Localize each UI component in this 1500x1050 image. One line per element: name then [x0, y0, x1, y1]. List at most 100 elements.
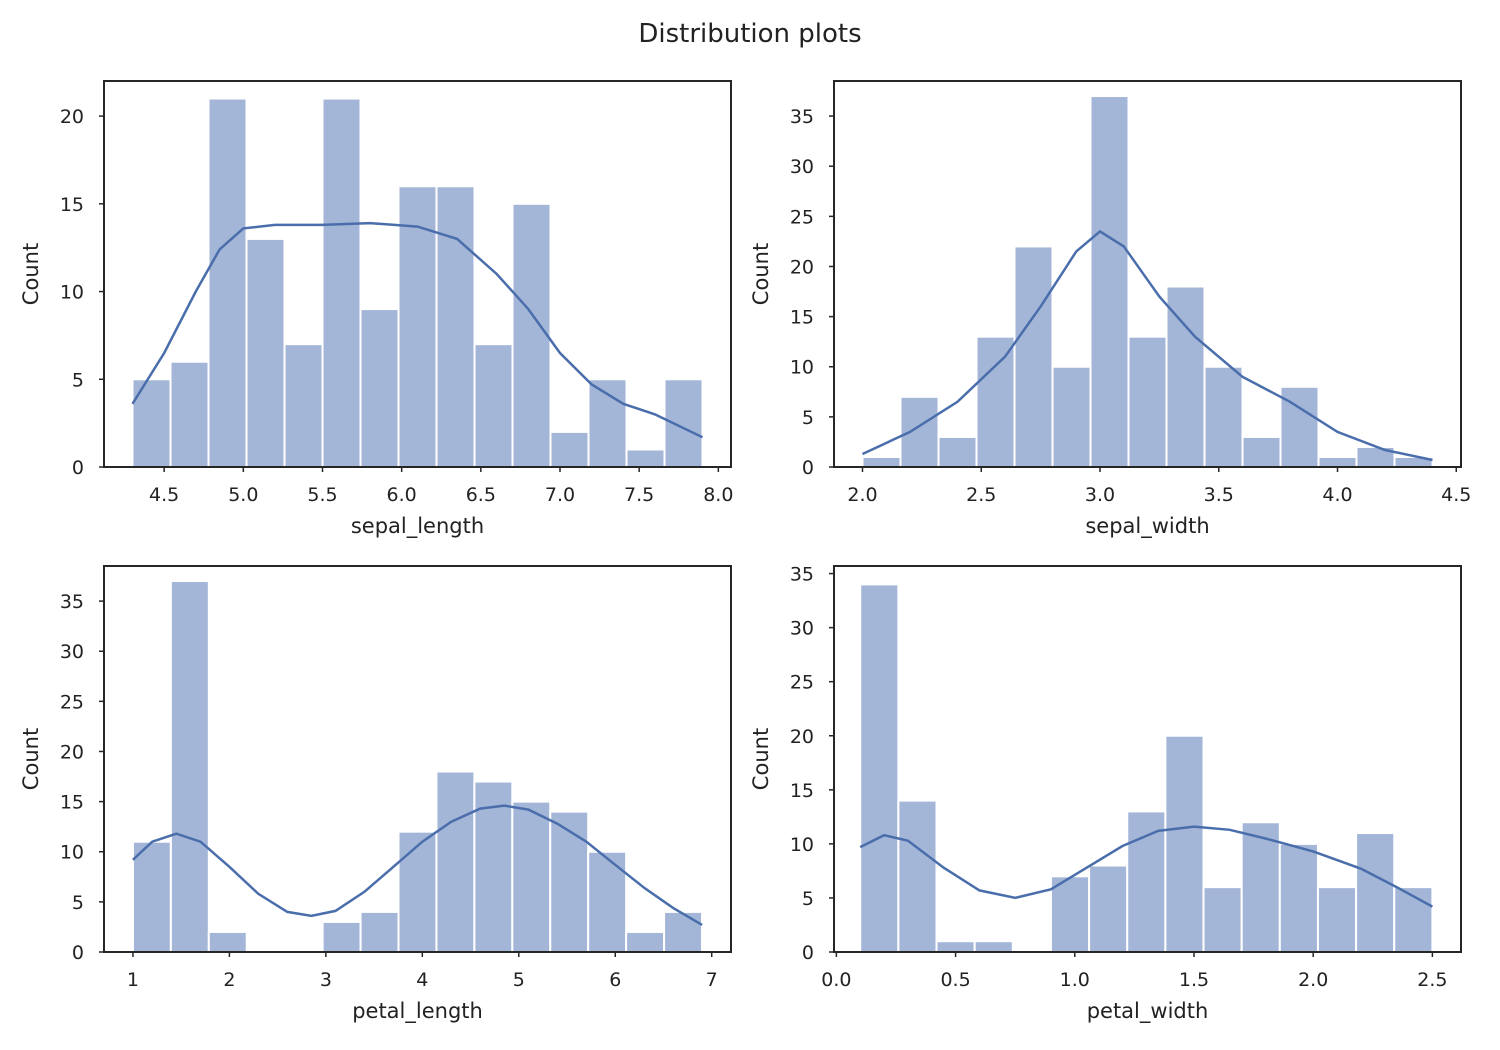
x-axis-label: sepal_width: [1085, 514, 1209, 539]
histogram-bar: [663, 910, 704, 954]
x-tick-label: 4.5: [149, 484, 179, 506]
histogram-bar: [359, 910, 400, 954]
histogram-bar: [1165, 285, 1206, 468]
histogram-bar: [397, 830, 438, 953]
histogram-bar: [1049, 875, 1091, 953]
histogram-bar: [973, 940, 1014, 954]
x-tick-label: 5.0: [228, 484, 258, 506]
histogram-bar: [397, 185, 438, 468]
histogram-bar: [1241, 435, 1282, 469]
x-tick-label: 6.0: [387, 484, 417, 506]
y-tick-label: 30: [790, 618, 814, 640]
x-tick-label: 2.0: [847, 484, 877, 506]
subplot-grid: 4.5 5.0 5.5 6.0 6.5 7.0 7.5 8.005101520sepal_le…: [19, 80, 1471, 1024]
histogram-bars: [131, 97, 704, 469]
histogram-bar: [169, 580, 210, 953]
x-tick-label: 0.5: [940, 969, 970, 991]
kde-line: [131, 221, 704, 439]
y-tick-label: 10: [790, 834, 814, 856]
y-axis-label: Count: [19, 243, 43, 305]
axes-frame: [103, 80, 732, 468]
histogram-bar: [1088, 864, 1129, 953]
histogram-bar: [321, 97, 362, 469]
x-axis-label: petal_length: [352, 999, 483, 1024]
y-tick-label: 5: [802, 888, 814, 910]
y-tick-label: 35: [790, 106, 814, 128]
x-tick-label: 1.0: [1060, 969, 1090, 991]
histogram-bars: [859, 583, 1434, 954]
histogram-bar: [1089, 95, 1130, 468]
histogram-bar: [625, 930, 666, 954]
histogram-bar: [663, 378, 704, 469]
y-tick-label: 20: [790, 256, 814, 278]
kde-line: [861, 229, 1433, 462]
y-tick-label: 30: [60, 641, 84, 663]
y-tick-label: 25: [60, 691, 84, 713]
histogram-bar: [1393, 886, 1434, 953]
histogram-bar: [1013, 245, 1054, 468]
x-tick-label: 7.0: [545, 484, 575, 506]
x-tick-label: 6.5: [466, 484, 496, 506]
histogram-bar: [975, 335, 1016, 468]
histogram-bar: [587, 378, 628, 469]
histogram-bar: [321, 920, 362, 953]
histogram-bar: [899, 395, 940, 468]
y-tick-label: 5: [72, 892, 84, 914]
histogram-bar: [511, 800, 552, 954]
y-tick-label: 10: [790, 357, 814, 379]
kde-line: [859, 825, 1433, 908]
histogram-bar: [549, 810, 590, 953]
histogram-bar: [207, 930, 248, 954]
histogram-bar: [283, 343, 324, 469]
histogram-bars: [131, 580, 704, 954]
histogram-bar: [473, 343, 514, 469]
y-tick-label: 0: [72, 457, 84, 479]
x-tick-label: 0.0: [821, 969, 851, 991]
histogram-bar: [435, 185, 476, 468]
histogram-bar: [1317, 455, 1358, 469]
y-tick-label: 15: [790, 780, 814, 802]
histogram-bar: [131, 840, 172, 954]
x-tick-label: 6: [609, 969, 621, 991]
x-tick-label: 8.0: [703, 484, 733, 506]
y-tick-label: 35: [790, 564, 814, 586]
histogram-bars: [861, 95, 1434, 469]
histogram-bar: [1202, 886, 1243, 953]
histogram-bar: [625, 448, 666, 469]
histogram-bar: [1316, 886, 1358, 953]
y-tick-label: 0: [802, 457, 814, 479]
y-tick-label: 20: [60, 106, 84, 128]
y-tick-label: 20: [60, 741, 84, 763]
histogram-bar: [207, 97, 248, 469]
axes-frame: [103, 565, 732, 953]
x-tick-label: 2.5: [966, 484, 996, 506]
histogram-bar: [1127, 335, 1168, 468]
histogram-bar: [859, 583, 900, 954]
axes-frame: [833, 80, 1462, 468]
x-tick-label: 2.0: [1298, 969, 1328, 991]
histogram-bar: [511, 202, 552, 468]
x-tick-label: 7.5: [624, 484, 654, 506]
y-tick-label: 5: [802, 407, 814, 429]
subplot-sepal_width: 2.0 2.5 3.0 3.5 4.0 4.5 0 5 10 15 20 25 30 35 sepal_wi…: [749, 80, 1471, 539]
histogram-bar: [245, 237, 286, 468]
x-tick-label: 3: [320, 969, 332, 991]
y-tick-label: 15: [60, 194, 84, 216]
x-tick-label: 4: [416, 969, 428, 991]
y-tick-label: 15: [60, 792, 84, 814]
y-tick-label: 0: [72, 942, 84, 964]
y-tick-label: 30: [790, 156, 814, 178]
axes-frame: [833, 565, 1462, 953]
y-tick-label: 10: [60, 842, 84, 864]
figure-title: Distribution plots: [638, 19, 861, 49]
x-tick-label: 1: [127, 969, 139, 991]
y-tick-label: 0: [802, 942, 814, 964]
histogram-bar: [587, 850, 628, 953]
y-axis-label: Count: [19, 728, 43, 790]
y-tick-label: 10: [60, 282, 84, 304]
histogram-bar: [937, 435, 978, 469]
subplot-petal_width: 0.0 0.5 1.0 1.5 2.0 2.5 0 5 10 15 20 25 30 35 petal_wi…: [749, 564, 1462, 1024]
x-tick-label: 3.0: [1085, 484, 1115, 506]
histogram-bar: [897, 799, 938, 953]
